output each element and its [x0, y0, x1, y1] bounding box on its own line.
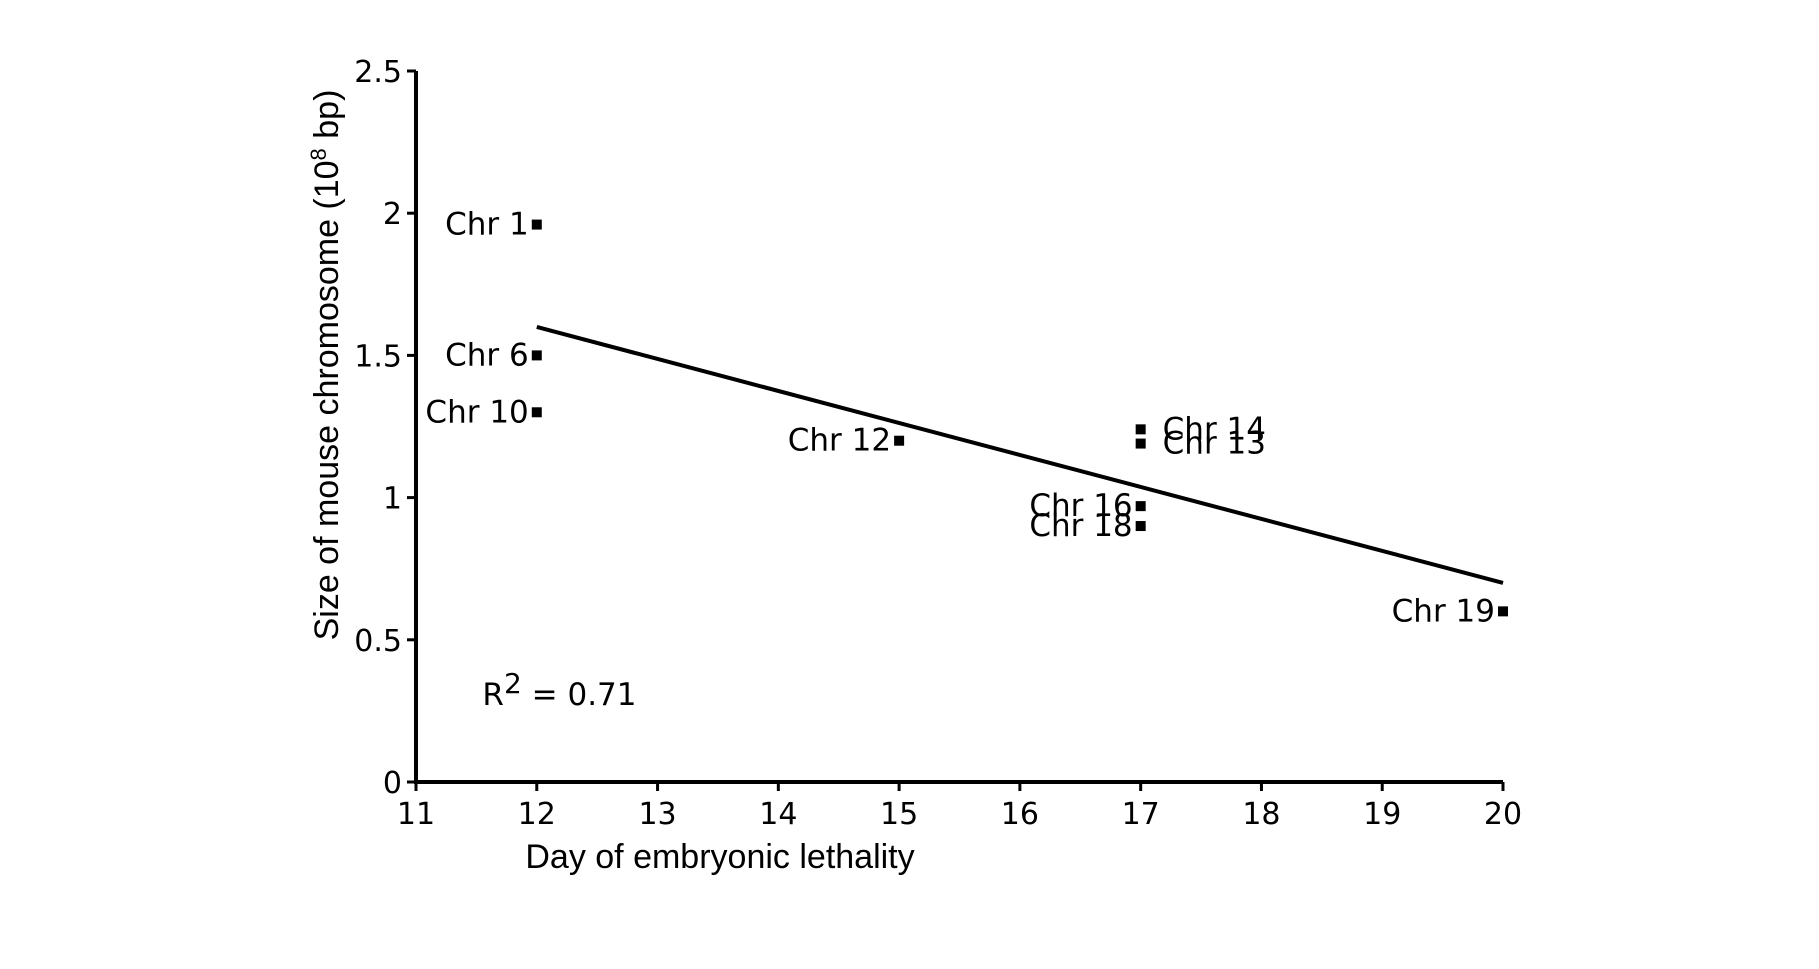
- data-point: [1135, 438, 1146, 449]
- r-squared-exponent: 2: [504, 667, 522, 700]
- data-point: [1135, 521, 1146, 532]
- data-point-label: Chr 13: [1163, 426, 1266, 462]
- data-point-label: Chr 1: [445, 207, 529, 243]
- x-tick-label: 11: [397, 797, 435, 832]
- data-point-label: Chr 19: [1392, 593, 1495, 629]
- y-tick-label: 1: [383, 482, 402, 517]
- y-axis-ticks: 0 0.5 1 1.5 2 2.5: [354, 55, 416, 801]
- data-point: [1498, 606, 1508, 617]
- data-point-label: Chr 14: [1163, 411, 1266, 447]
- y-tick-label: 2.5: [354, 55, 402, 90]
- y-tick-label: 0.5: [354, 624, 402, 659]
- y-axis-label-exponent: 8: [306, 148, 331, 160]
- data-point-label: Chr 18: [1029, 508, 1132, 544]
- y-tick-label: 0: [383, 766, 402, 801]
- y-tick-label: 1.5: [354, 339, 402, 374]
- data-point: [531, 407, 542, 418]
- y-axis-label-unit: bp): [308, 90, 346, 149]
- data-point: [1135, 424, 1146, 435]
- data-point-label: Chr 10: [425, 394, 528, 430]
- r-squared-value: = 0.71: [522, 677, 637, 713]
- data-point: [894, 435, 905, 446]
- data-point: [531, 350, 542, 361]
- r-squared-base: R: [482, 677, 504, 713]
- x-tick-label: 17: [1122, 797, 1160, 832]
- x-tick-label: 16: [1001, 797, 1039, 832]
- axes: [414, 71, 1503, 784]
- r-squared-annotation: R2 = 0.71: [482, 667, 636, 713]
- x-tick-label: 19: [1363, 797, 1401, 832]
- y-tick-label: 2: [383, 197, 402, 232]
- x-tick-label: 20: [1484, 797, 1522, 832]
- trendline-group: [536, 325, 1504, 585]
- x-tick-label: 14: [759, 797, 797, 832]
- data-point-label: Chr 16: [1029, 488, 1132, 524]
- x-axis-label: Day of embryonic lethality: [525, 838, 914, 876]
- trendline: [536, 325, 1504, 585]
- data-point-label: Chr 6: [445, 337, 529, 373]
- data-point-label: Chr 12: [788, 423, 891, 459]
- x-axis-ticks: 11 12 13 14 15 16 17 18 19 20: [397, 782, 1522, 832]
- x-tick-label: 15: [880, 797, 918, 832]
- y-axis-label: Size of mouse chromosome (108 bp): [306, 90, 346, 641]
- x-tick-label: 13: [638, 797, 676, 832]
- data-point: [1135, 501, 1146, 512]
- y-axis-label-main: Size of mouse chromosome (10: [308, 160, 346, 640]
- x-tick-label: 12: [518, 797, 556, 832]
- x-tick-label: 18: [1242, 797, 1280, 832]
- data-point: [531, 219, 542, 230]
